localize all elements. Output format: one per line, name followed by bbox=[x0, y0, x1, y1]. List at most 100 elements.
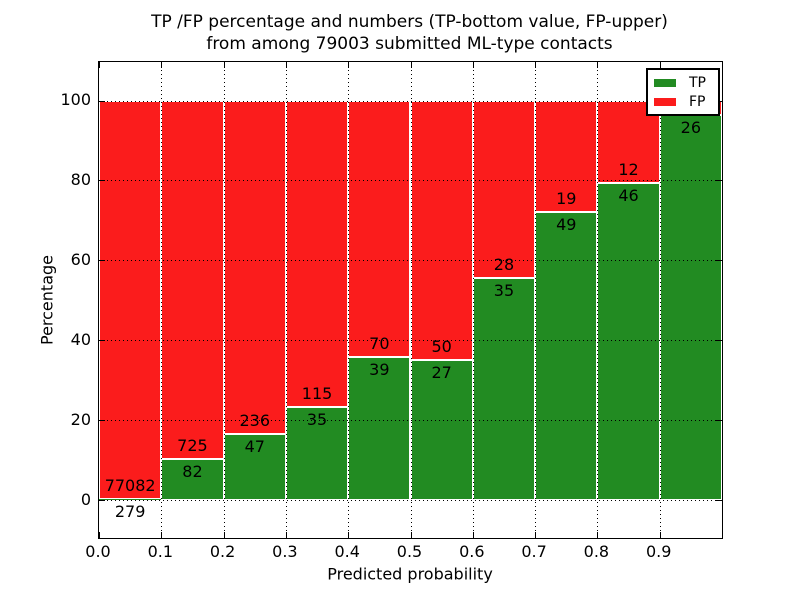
plot-area: 77082 279 725 82 236 47 115 35 70 39 50 27 28 35 19 49 1… bbox=[98, 61, 723, 539]
axis-tick bbox=[285, 62, 287, 68]
gridline-vertical bbox=[348, 62, 350, 538]
tp-count-label: 35 bbox=[306, 409, 328, 429]
axis-tick bbox=[99, 500, 105, 501]
x-axis-title: Predicted probability bbox=[327, 564, 493, 584]
y-tick-label: 100 bbox=[60, 90, 91, 109]
tp-count-label: 46 bbox=[618, 186, 639, 206]
fp-bar-segment bbox=[348, 100, 411, 358]
axis-tick bbox=[348, 62, 350, 68]
fp-count-label: 70 bbox=[369, 334, 390, 354]
fp-bar-segment bbox=[285, 100, 349, 407]
gridline-vertical bbox=[161, 62, 163, 538]
x-tick-label: 0.9 bbox=[645, 542, 672, 561]
axis-tick bbox=[161, 532, 163, 538]
tp-count-label: 279 bbox=[114, 501, 146, 521]
axis-tick bbox=[99, 420, 105, 422]
y-tick-label: 0 bbox=[80, 489, 91, 509]
gridline-vertical bbox=[285, 62, 287, 538]
x-tick-label: 0.2 bbox=[209, 542, 236, 561]
legend: TP FP bbox=[646, 68, 720, 116]
y-tick-label: 40 bbox=[70, 329, 91, 349]
fp-count-label: 28 bbox=[493, 255, 515, 275]
fp-bar-segment bbox=[535, 100, 598, 213]
tp-count-label: 39 bbox=[369, 360, 390, 380]
tp-count-label: 27 bbox=[431, 362, 452, 382]
fp-count-label: 19 bbox=[556, 189, 577, 209]
x-tick-label: 0.1 bbox=[147, 542, 174, 561]
fp-bar-segment bbox=[410, 100, 473, 360]
fp-count-label: 50 bbox=[431, 336, 452, 356]
axis-tick bbox=[161, 62, 163, 68]
x-tick-label: 0.4 bbox=[334, 542, 360, 561]
axis-tick bbox=[99, 532, 100, 538]
fp-count-label: 77082 bbox=[104, 475, 156, 495]
tp-bar-segment bbox=[597, 183, 660, 500]
axis-tick bbox=[99, 260, 105, 262]
axis-tick bbox=[535, 532, 537, 538]
tp-bar-segment bbox=[348, 357, 411, 500]
axis-tick bbox=[716, 180, 722, 182]
fp-bar-segment bbox=[161, 100, 224, 460]
gridline-vertical bbox=[597, 62, 599, 538]
chart-title-line1: TP /FP percentage and numbers (TP-bottom… bbox=[151, 12, 668, 32]
chart-title: TP /FP percentage and numbers (TP-bottom… bbox=[98, 11, 721, 55]
tp-bar-segment bbox=[99, 498, 162, 500]
tp-count-label: 82 bbox=[182, 462, 203, 482]
axis-tick bbox=[535, 62, 537, 68]
axis-tick bbox=[223, 62, 225, 68]
gridline-vertical bbox=[659, 62, 661, 538]
x-tick-label: 0.0 bbox=[85, 542, 111, 561]
axis-tick bbox=[716, 420, 722, 422]
fp-bar-segment bbox=[472, 100, 536, 279]
axis-tick bbox=[99, 62, 100, 68]
tp-count-label: 49 bbox=[556, 215, 577, 235]
axis-tick bbox=[99, 100, 105, 102]
legend-item-fp: FP bbox=[654, 93, 718, 111]
axis-tick bbox=[99, 340, 105, 342]
gridline-vertical bbox=[223, 62, 225, 538]
x-tick-label: 0.6 bbox=[459, 542, 485, 561]
tp-bar-segment bbox=[472, 278, 536, 500]
legend-item-tp: TP bbox=[654, 74, 718, 92]
x-tick-label: 0.5 bbox=[396, 542, 423, 561]
y-tick-label: 20 bbox=[70, 409, 91, 429]
axis-tick bbox=[285, 532, 287, 538]
fp-count-label: 12 bbox=[618, 160, 639, 180]
x-tick-label: 0.3 bbox=[272, 542, 298, 561]
gridline-vertical bbox=[472, 62, 474, 538]
axis-tick bbox=[348, 532, 350, 538]
x-tick-label: 0.7 bbox=[521, 542, 547, 561]
gridline-vertical bbox=[410, 62, 412, 538]
legend-label-fp: FP bbox=[689, 93, 706, 110]
gridline-vertical bbox=[535, 62, 537, 538]
tp-bar-segment bbox=[659, 115, 722, 500]
tp-count-label: 47 bbox=[244, 436, 265, 456]
axis-tick bbox=[659, 62, 661, 68]
chart-title-line2: from among 79003 submitted ML-type conta… bbox=[206, 34, 613, 54]
axis-tick bbox=[716, 260, 722, 262]
y-tick-label: 60 bbox=[70, 249, 91, 269]
x-tick-label: 0.8 bbox=[583, 542, 610, 561]
tp-count-label: 26 bbox=[680, 118, 702, 138]
axis-tick bbox=[716, 340, 722, 342]
axis-tick bbox=[597, 532, 599, 538]
fp-count-label: 236 bbox=[239, 410, 271, 430]
legend-swatch-tp bbox=[654, 78, 676, 87]
tp-bar-segment bbox=[410, 359, 473, 500]
axis-tick bbox=[99, 180, 105, 182]
axis-tick bbox=[716, 500, 722, 501]
axis-tick bbox=[597, 62, 599, 68]
fp-count-label: 115 bbox=[301, 383, 333, 403]
axis-tick bbox=[410, 532, 412, 538]
axis-tick bbox=[659, 532, 661, 538]
legend-swatch-fp bbox=[654, 97, 676, 106]
fp-bar-segment bbox=[99, 100, 162, 499]
tp-count-label: 35 bbox=[493, 281, 515, 301]
y-tick-label: 80 bbox=[70, 169, 91, 189]
tp-bar-segment bbox=[161, 459, 224, 500]
fp-bar-segment bbox=[223, 100, 286, 434]
axis-tick bbox=[410, 62, 412, 68]
fp-bar-segment bbox=[597, 100, 660, 184]
legend-label-tp: TP bbox=[689, 74, 706, 91]
